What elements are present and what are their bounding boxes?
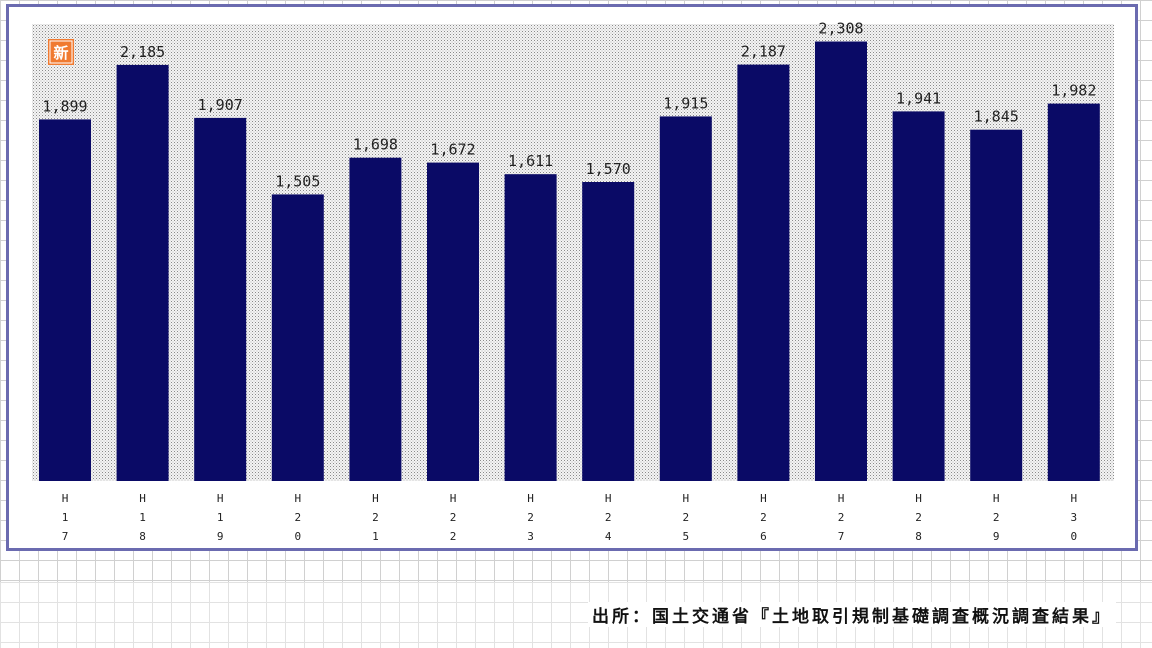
x-tick-H22-2: 2 <box>450 530 457 543</box>
value-label-H30: 1,982 <box>1051 82 1096 100</box>
x-tick-H17-0: H <box>62 492 69 505</box>
x-tick-H22-1: 2 <box>450 511 457 524</box>
x-tick-H25-2: 5 <box>682 530 689 543</box>
source-area: 出所：国土交通省『土地取引規制基礎調査概況調査結果』 <box>0 582 1152 648</box>
value-label-H24: 1,570 <box>586 160 631 178</box>
x-tick-H25-0: H <box>682 492 689 505</box>
x-tick-H23-0: H <box>527 492 534 505</box>
x-tick-H22-0: H <box>450 492 457 505</box>
x-tick-H28-0: H <box>915 492 922 505</box>
x-tick-H26-1: 2 <box>760 511 767 524</box>
x-tick-H23-1: 2 <box>527 511 534 524</box>
bar-H28 <box>892 111 945 482</box>
value-label-H19: 1,907 <box>198 96 243 114</box>
x-tick-H24-0: H <box>605 492 612 505</box>
bar-H20 <box>271 194 324 481</box>
x-tick-H18-2: 8 <box>139 530 146 543</box>
bar-H21 <box>349 157 402 481</box>
new-badge-text: 新 <box>53 44 68 62</box>
x-tick-H20-1: 2 <box>294 511 301 524</box>
x-tick-H21-0: H <box>372 492 379 505</box>
x-tick-H28-1: 2 <box>915 511 922 524</box>
bar-H19 <box>194 117 247 482</box>
x-tick-H17-1: 1 <box>62 511 69 524</box>
bar-H29 <box>970 129 1023 481</box>
x-tick-H24-1: 2 <box>605 511 612 524</box>
x-tick-H19-0: H <box>217 492 224 505</box>
value-label-H26: 2,187 <box>741 43 786 61</box>
bar-chart: 1,899 2,185 1,907 1,505 1,698 1,672 1,611 1,570… <box>32 20 1114 543</box>
bar-H17 <box>39 119 91 482</box>
value-label-H25: 1,915 <box>663 94 708 112</box>
x-tick-H27-1: 2 <box>838 511 845 524</box>
value-label-H21: 1,698 <box>353 136 398 154</box>
value-label-H17: 1,899 <box>42 97 87 115</box>
x-tick-H30-1: 3 <box>1070 511 1077 524</box>
x-tick-H19-1: 1 <box>217 511 224 524</box>
x-tick-H30-2: 0 <box>1070 530 1077 543</box>
chart-frame: 1,899 2,185 1,907 1,505 1,698 1,672 1,611 1,570… <box>6 4 1138 551</box>
x-tick-H20-2: 0 <box>294 530 301 543</box>
x-tick-H29-2: 9 <box>993 530 1000 543</box>
x-tick-H19-2: 9 <box>217 530 224 543</box>
value-label-H18: 2,185 <box>120 43 165 61</box>
x-tick-H23-2: 3 <box>527 530 534 543</box>
bar-H22 <box>427 162 479 481</box>
x-tick-labels-group: H 1 7 H 1 8 H 1 9 H 2 0 H 2 1 H 2 2 H 2 3 H 2 4 H 2 5 H 2 6 H 2 7 H 2 8 H 2 9 H… <box>62 492 1077 543</box>
x-tick-H28-2: 8 <box>915 530 922 543</box>
bar-H30 <box>1047 103 1100 481</box>
bar-H24 <box>582 182 635 481</box>
bar-H25 <box>659 116 712 482</box>
x-tick-H29-0: H <box>993 492 1000 505</box>
bar-H18 <box>116 64 169 482</box>
x-tick-H26-2: 6 <box>760 530 767 543</box>
bar-H23 <box>504 174 557 481</box>
x-tick-H30-0: H <box>1070 492 1077 505</box>
value-label-H20: 1,505 <box>275 172 320 190</box>
x-tick-H21-2: 1 <box>372 530 379 543</box>
bar-H26 <box>737 64 790 481</box>
bars-group <box>39 41 1100 482</box>
value-labels-group: 1,899 2,185 1,907 1,505 1,698 1,672 1,611 1,570… <box>42 20 1096 191</box>
new-badge: 新 <box>48 39 74 65</box>
x-tick-H17-2: 7 <box>62 530 69 543</box>
x-tick-H24-2: 4 <box>605 530 612 543</box>
value-label-H27: 2,308 <box>818 20 863 38</box>
value-label-H23: 1,611 <box>508 152 553 170</box>
source-citation: 出所：国土交通省『土地取引規制基礎調査概況調査結果』 <box>588 602 1116 627</box>
x-tick-H25-1: 2 <box>682 511 689 524</box>
value-label-H22: 1,672 <box>430 141 475 159</box>
x-tick-H21-1: 2 <box>372 511 379 524</box>
bar-H27 <box>815 41 867 481</box>
x-tick-H27-0: H <box>838 492 845 505</box>
x-tick-H26-0: H <box>760 492 767 505</box>
x-tick-H27-2: 7 <box>838 530 845 543</box>
value-label-H28: 1,941 <box>896 89 941 107</box>
value-label-H29: 1,845 <box>974 108 1019 126</box>
x-tick-H20-0: H <box>294 492 301 505</box>
x-tick-H29-1: 2 <box>993 511 1000 524</box>
x-tick-H18-0: H <box>139 492 146 505</box>
x-tick-H18-1: 1 <box>139 511 146 524</box>
